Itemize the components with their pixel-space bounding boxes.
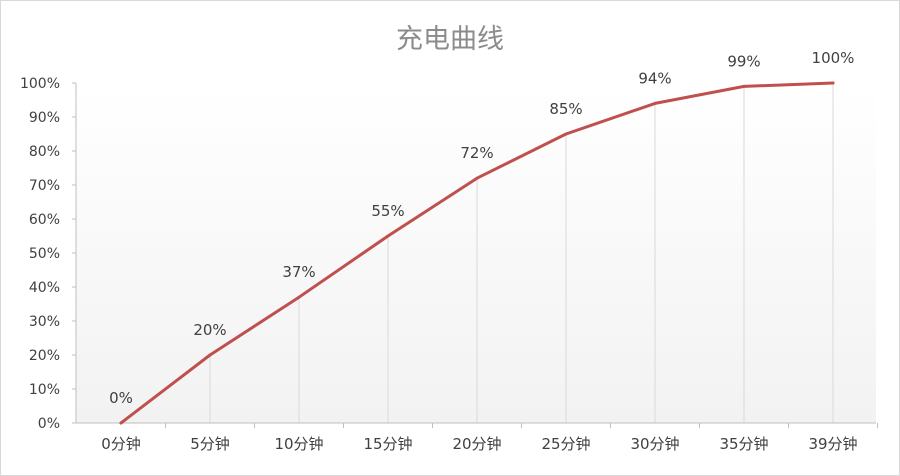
y-tick-label: 90% [29, 110, 60, 126]
x-tick-label: 39分钟 [808, 435, 857, 453]
data-label: 94% [638, 69, 671, 87]
y-tick-label: 0% [38, 416, 60, 432]
y-tick-label: 100% [20, 76, 60, 92]
data-labels: 0% 20% 37% 55% 72% 85% 94% 99% 100% [109, 49, 854, 407]
x-tick-label: 25分钟 [541, 435, 590, 453]
data-point [297, 295, 301, 299]
y-tick-label: 60% [29, 212, 60, 228]
x-tick-label: 0分钟 [101, 435, 141, 453]
data-label: 0% [109, 389, 133, 407]
y-tick-label: 30% [29, 314, 60, 330]
data-label: 85% [549, 100, 582, 118]
chart-title: 充电曲线 [396, 24, 504, 55]
data-label: 20% [193, 321, 226, 339]
data-label: 37% [282, 263, 315, 281]
data-label: 72% [460, 144, 493, 162]
data-label: 55% [371, 202, 404, 220]
data-point [119, 421, 123, 425]
y-tick-label: 10% [29, 382, 60, 398]
data-point [831, 81, 835, 85]
x-tick-label: 20分钟 [452, 435, 501, 453]
y-tick-label: 70% [29, 178, 60, 194]
data-point [475, 176, 479, 180]
x-tick-label: 35分钟 [719, 435, 768, 453]
y-axis: 0% 10% 20% 30% 40% 50% 60% 70% 80% 90% 100% [20, 76, 77, 432]
data-point [386, 234, 390, 238]
drop-lines [209, 83, 834, 423]
y-tick-label: 20% [29, 348, 60, 364]
x-tick-label: 10分钟 [274, 435, 323, 453]
x-tick-label: 5分钟 [190, 435, 230, 453]
data-point [208, 353, 212, 357]
data-label: 100% [812, 49, 855, 67]
plot-area [76, 83, 876, 423]
data-point [564, 132, 568, 136]
series-layer [119, 81, 835, 425]
y-tick-label: 80% [29, 144, 60, 160]
data-point [653, 101, 657, 105]
x-tick-label: 30分钟 [630, 435, 679, 453]
x-axis: 0分钟 5分钟 10分钟 15分钟 20分钟 25分钟 30分钟 35分钟 39分钟 [76, 422, 878, 453]
data-label: 99% [727, 52, 760, 70]
y-tick-label: 40% [29, 280, 60, 296]
y-tick-label: 50% [29, 246, 60, 262]
x-tick-label: 15分钟 [363, 435, 412, 453]
data-point [742, 84, 746, 88]
